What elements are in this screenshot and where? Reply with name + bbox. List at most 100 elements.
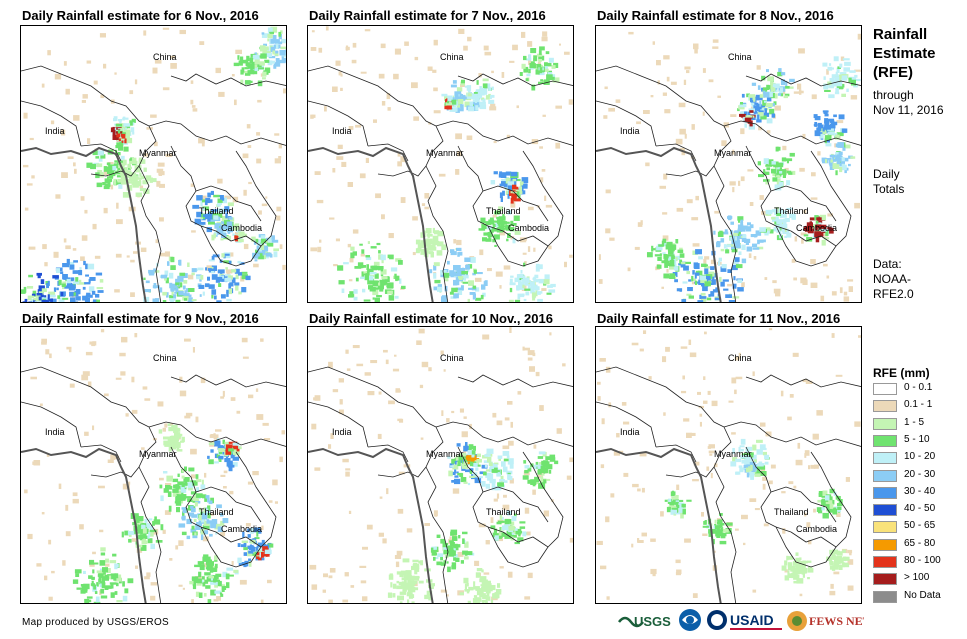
rain-cell [675,239,679,244]
rain-cell-light [639,453,647,457]
rain-cell-light [243,189,247,196]
rain-cell [507,510,512,516]
rain-cell-light [360,253,365,257]
rain-cell-light [359,173,366,179]
rain-cell-light [142,386,148,390]
rain-cell [735,471,741,475]
rain-cell [550,283,556,288]
rain-cell [147,535,150,539]
rain-cell-light [603,115,608,119]
rain-cell-light [556,428,562,434]
rain-cell-light [272,479,278,486]
rain-cell [90,163,96,170]
rain-cell [377,302,383,303]
rain-cell-light [91,344,96,347]
rain-cell [153,283,157,289]
rain-cell [102,182,106,186]
rainfall-map-11nov: China India Myanmar Thailand Cambodia [595,326,862,604]
rain-cell-light [801,238,804,244]
rain-cell-light [310,247,318,252]
rain-cell-light [684,538,691,543]
rain-cell-light [232,196,239,203]
rain-cell-light [697,391,701,395]
rain-cell [507,183,515,190]
rain-cell [518,281,525,288]
rain-cell-light [679,147,685,151]
rain-cell-light [433,110,441,114]
usaid-logo-text: USAID [730,612,774,628]
rain-cell [254,259,258,262]
rain-cell [200,200,203,207]
rain-cell-light [336,156,344,160]
rain-cell [722,528,729,533]
rain-cell-light [568,99,573,105]
rain-cell [489,95,492,99]
rain-cell-light [131,376,135,383]
rain-cell [736,231,741,236]
rain-cell [491,86,494,90]
rain-cell [849,76,856,81]
rain-cell [211,289,217,295]
rain-cell [210,190,214,195]
rain-cell [415,239,421,245]
rain-cell-light [58,483,62,489]
rain-cell-light [386,488,389,495]
rain-cell-light [276,215,281,221]
rain-cell [359,243,363,246]
rain-cell [155,540,163,543]
coastline [21,146,147,302]
rain-cell [475,464,481,467]
rain-cell-light [87,381,92,387]
rain-cell [509,278,513,285]
rain-cell [201,207,205,211]
legend-heading-line1: Rainfall [873,26,928,43]
rain-cell-light [234,99,237,106]
rain-cell [761,75,766,81]
rain-cell [519,186,522,192]
rain-cell [125,133,130,139]
rain-cell [177,275,183,280]
rain-cell-light [608,107,615,112]
rain-cell [101,561,105,564]
rain-cell [191,525,195,530]
rain-cell-light [311,584,318,590]
rain-cell [190,528,197,533]
rain-cell [113,118,117,122]
country-border [655,143,697,162]
rain-cell-light [489,106,497,111]
rain-cell [778,181,784,187]
rain-cell-light [133,251,138,254]
rain-cell-light [175,545,179,550]
rain-cell [83,583,90,590]
rain-cell [407,592,411,595]
rain-cell [191,272,195,276]
rain-cell-light [823,263,828,267]
rain-cell [731,245,736,250]
rain-cell [28,301,33,302]
rain-cell [210,219,215,224]
rain-cell [746,93,750,98]
rain-cell [817,122,822,129]
rain-cell [515,186,519,191]
rain-cell [170,286,175,292]
rain-cell [376,242,381,246]
rain-cell [148,518,153,521]
rain-cell [471,102,475,105]
rain-cell-light [342,458,349,463]
rain-cell [836,67,840,74]
rain-cell-light [234,232,238,235]
rain-cell [426,590,433,596]
rain-cell-light [802,133,806,139]
rain-cell [843,67,850,72]
rain-cell [362,273,369,276]
rain-cell [765,103,773,107]
rain-cell [483,281,486,286]
rain-cell [100,547,106,552]
rain-cell [192,585,197,590]
rain-cell-light [650,538,656,542]
rain-cell [828,63,832,66]
rain-cell [418,560,423,564]
rain-cell [104,586,109,590]
rain-cell [137,529,142,534]
rain-cell [521,63,526,69]
